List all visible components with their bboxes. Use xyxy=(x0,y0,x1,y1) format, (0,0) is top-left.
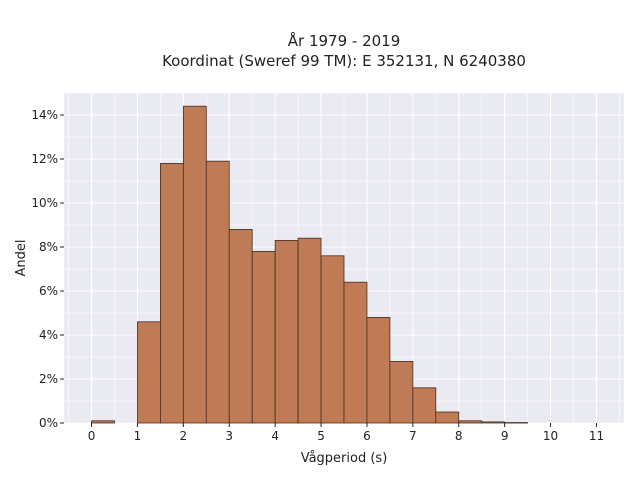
x-axis-label: Vågperiod (s) xyxy=(301,451,388,466)
histogram-bar xyxy=(91,420,115,424)
histogram-bar xyxy=(412,387,437,424)
histogram-bar xyxy=(435,411,460,424)
x-tick-label: 8 xyxy=(455,429,463,443)
y-tick-label: 4% xyxy=(39,328,58,342)
y-tick-label: 6% xyxy=(39,284,58,298)
x-tick-label: 0 xyxy=(88,429,96,443)
histogram-bar xyxy=(481,421,506,424)
histogram-bar xyxy=(274,239,299,424)
histogram-bar xyxy=(389,360,414,424)
histogram-bar xyxy=(205,160,230,424)
histogram-bar xyxy=(251,250,276,424)
x-tick-label: 1 xyxy=(134,429,142,443)
y-tick-label: 14% xyxy=(31,108,58,122)
x-tick-label: 7 xyxy=(409,429,417,443)
histogram-bar xyxy=(228,228,253,424)
histogram-bar xyxy=(320,255,345,424)
histogram-bar xyxy=(137,321,161,424)
histogram-bar xyxy=(343,281,368,424)
histogram-bar xyxy=(458,420,483,424)
y-axis-label: Andel xyxy=(14,240,29,277)
bars xyxy=(91,105,529,424)
y-tick-label: 12% xyxy=(31,152,58,166)
y-tick-label: 2% xyxy=(39,372,58,386)
y-tick-label: 0% xyxy=(39,416,58,430)
x-tick-label: 5 xyxy=(317,429,325,443)
x-axis-ticks: 0 1 2 3 4 5 6 7 8 9 10 11 xyxy=(88,423,604,443)
x-tick-label: 9 xyxy=(501,429,509,443)
histogram-bar xyxy=(504,422,529,424)
y-tick-label: 8% xyxy=(39,240,58,254)
x-tick-label: 6 xyxy=(363,429,371,443)
histogram-bar xyxy=(182,105,207,424)
y-tick-label: 10% xyxy=(31,196,58,210)
y-axis-ticks: 0% 2% 4% 6% 8% 10% 12% 14% xyxy=(31,108,64,430)
x-tick-label: 10 xyxy=(543,429,558,443)
histogram-bar xyxy=(366,316,391,424)
x-tick-label: 11 xyxy=(589,429,604,443)
x-tick-label: 4 xyxy=(271,429,279,443)
histogram-bar xyxy=(159,162,184,424)
x-tick-label: 2 xyxy=(180,429,188,443)
histogram-bar xyxy=(297,237,322,424)
chart-title: År 1979 - 2019 xyxy=(288,31,401,50)
chart-subtitle: Koordinat (Sweref 99 TM): E 352131, N 62… xyxy=(162,52,526,70)
x-tick-label: 3 xyxy=(225,429,233,443)
